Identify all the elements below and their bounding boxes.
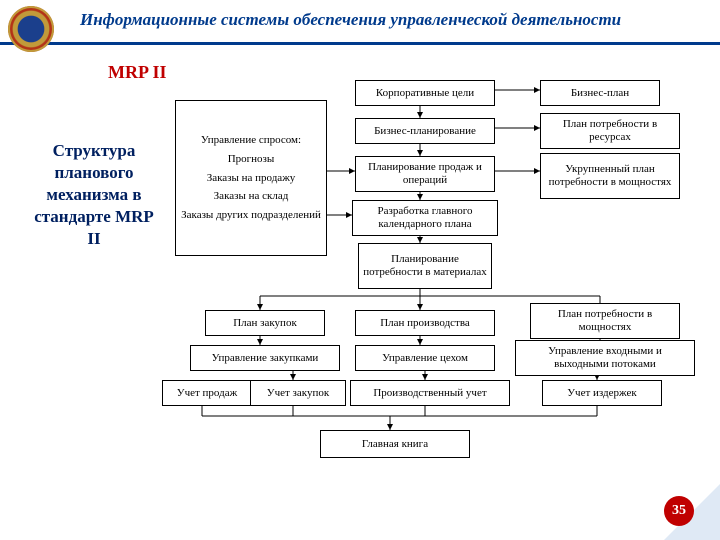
node-demand: Управление спросом:ПрогнозыЗаказы на про… — [175, 100, 327, 256]
slide-root: Информационные системы обеспечения управ… — [0, 0, 720, 540]
node-prodplan: План производства — [355, 310, 495, 336]
node-salesacc: Учет продаж — [162, 380, 252, 406]
page-number: 35 — [672, 503, 686, 519]
node-purchplan: План закупок — [205, 310, 325, 336]
node-bplanning: Бизнес-планирование — [355, 118, 495, 144]
node-purchacc: Учет закупок — [250, 380, 346, 406]
mrp-label: MRP II — [108, 62, 167, 83]
node-ioctrl: Управление входными и выходными потоками — [515, 340, 695, 376]
header-divider — [0, 42, 720, 45]
page-number-badge: 35 — [664, 496, 694, 526]
node-corp: Корпоративные цели — [355, 80, 495, 106]
node-capagg: Укрупненный план потребности в мощностях — [540, 153, 680, 199]
side-caption: Структура планового механизма в стандарт… — [34, 140, 154, 250]
node-salesop: Планирование продаж и операций — [355, 156, 495, 192]
node-purchmgmt: Управление закупками — [190, 345, 340, 371]
node-bplan: Бизнес-план — [540, 80, 660, 106]
node-prodacc: Производственный учет — [350, 380, 510, 406]
node-ledger: Главная книга — [320, 430, 470, 458]
node-mrp: Планирование потребности в материалах — [358, 243, 492, 289]
node-shopmgmt: Управление цехом — [355, 345, 495, 371]
node-mps: Разработка главного календарного плана — [352, 200, 498, 236]
university-logo — [8, 6, 54, 52]
node-costacc: Учет издержек — [542, 380, 662, 406]
node-capplan: План потребности в мощностях — [530, 303, 680, 339]
page-title: Информационные системы обеспечения управ… — [80, 10, 621, 30]
node-resplan: План потребности в ресурсах — [540, 113, 680, 149]
